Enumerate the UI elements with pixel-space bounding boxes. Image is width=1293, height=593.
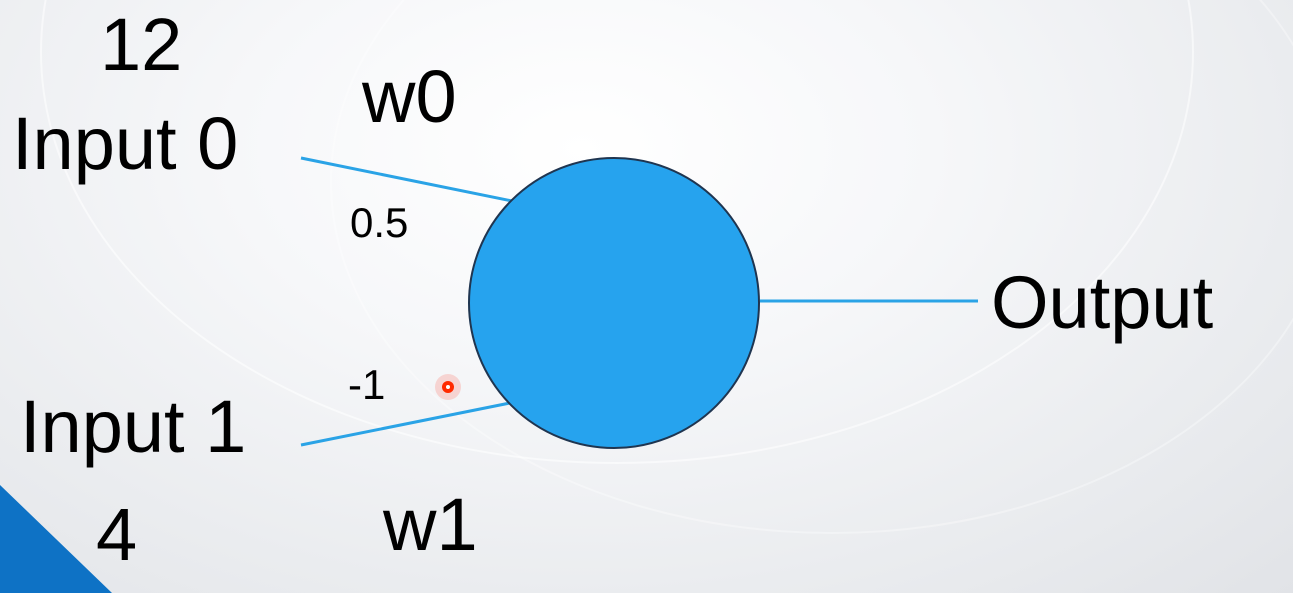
neuron-node	[468, 157, 760, 449]
weight0-value: 0.5	[350, 199, 409, 246]
input0-value: 12	[100, 3, 183, 86]
input0-label: Input 0	[12, 102, 239, 185]
input1-label: Input 1	[20, 385, 247, 468]
input1-value: 4	[96, 493, 138, 576]
pointer-dot-center	[446, 385, 450, 389]
weight1-name: w1	[383, 483, 478, 566]
input0-connection	[300, 156, 513, 203]
weight0-name: w0	[362, 55, 457, 138]
input1-connection	[300, 401, 511, 447]
weight1-value: -1	[348, 361, 386, 408]
output-label: Output	[991, 261, 1214, 344]
corner-accent-triangle	[0, 485, 112, 593]
